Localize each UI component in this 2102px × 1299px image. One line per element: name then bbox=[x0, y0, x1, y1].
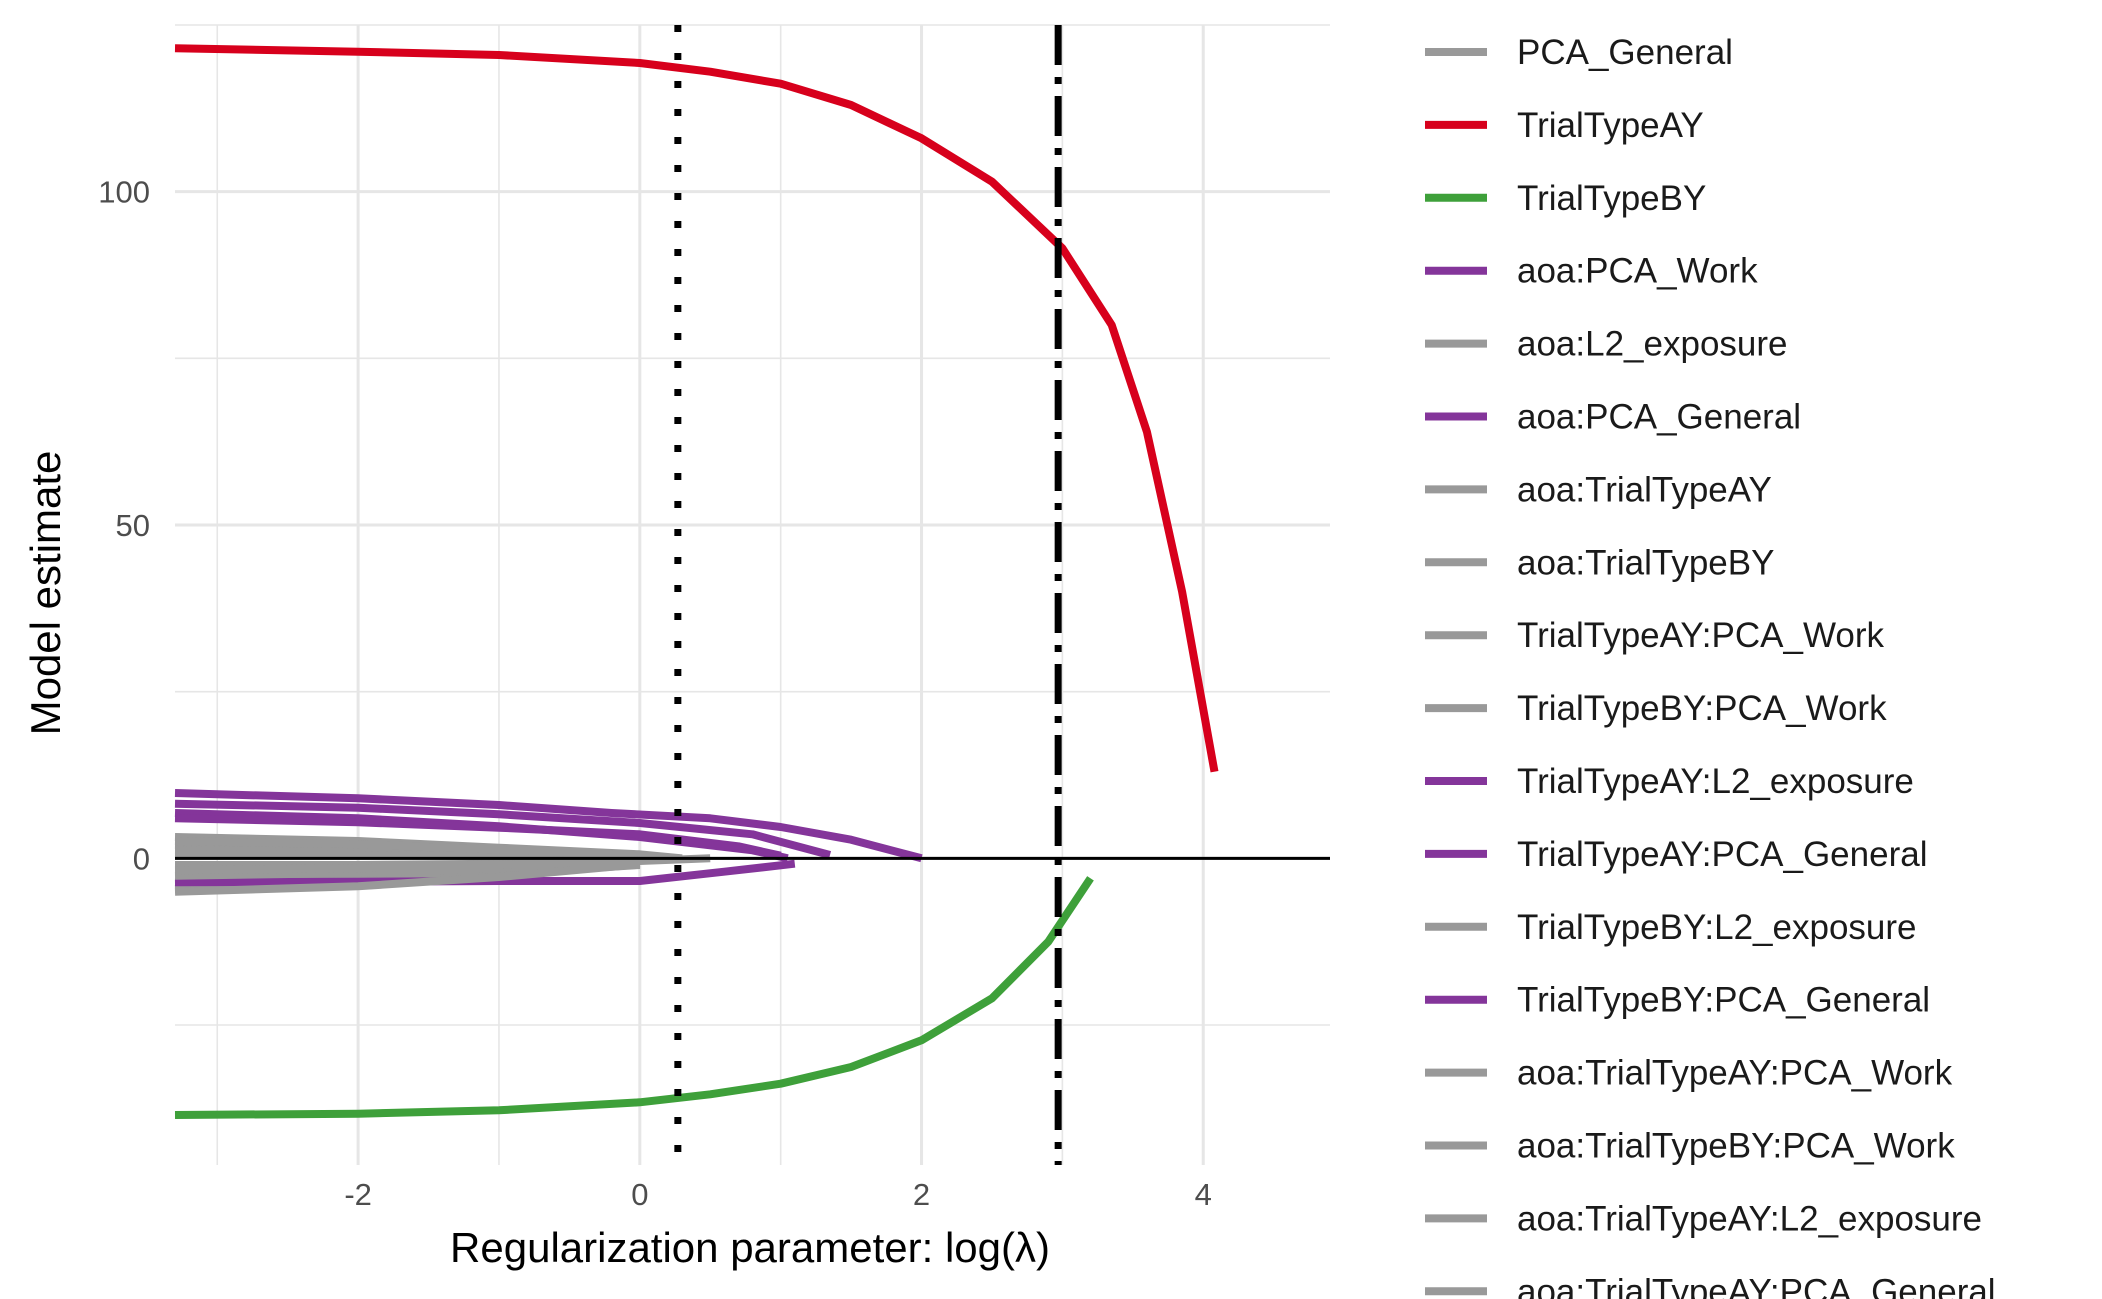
legend-label: TrialTypeBY:PCA_General bbox=[1517, 981, 1930, 1020]
legend-label: TrialTypeAY:PCA_Work bbox=[1517, 616, 1884, 655]
y-tick-label: 100 bbox=[98, 175, 150, 210]
legend-label: aoa:TrialTypeAY:PCA_Work bbox=[1517, 1054, 1953, 1093]
grid-lines bbox=[175, 24, 1330, 1165]
legend-label: TrialTypeBY:L2_exposure bbox=[1517, 908, 1917, 947]
legend-label: aoa:TrialTypeAY bbox=[1517, 470, 1772, 509]
legend-label: TrialTypeAY:L2_exposure bbox=[1517, 762, 1914, 801]
y-tick-label: 0 bbox=[133, 841, 150, 876]
y-axis-title: Model estimate bbox=[22, 451, 69, 736]
series-line bbox=[174, 860, 641, 896]
legend-label: aoa:PCA_Work bbox=[1517, 252, 1758, 291]
series-line bbox=[174, 814, 782, 860]
legend-label: aoa:TrialTypeAY:L2_exposure bbox=[1517, 1199, 1982, 1238]
legend: PCA_General TrialTypeAY TrialTypeBY aoa:PCA… bbox=[1425, 33, 1996, 1299]
x-tick-labels: -2 0 2 4 bbox=[344, 1177, 1212, 1212]
x-tick-label: 0 bbox=[631, 1177, 648, 1212]
legend-label: aoa:L2_exposure bbox=[1517, 325, 1788, 364]
series-line bbox=[174, 799, 832, 859]
legend-label: aoa:TrialTypeBY bbox=[1517, 543, 1774, 582]
x-tick-label: 2 bbox=[913, 1177, 930, 1212]
x-axis-title: Regularization parameter: log(λ) bbox=[450, 1224, 1050, 1271]
series-line bbox=[174, 859, 796, 887]
series-line bbox=[174, 856, 640, 875]
x-tick-label: 4 bbox=[1195, 1177, 1212, 1212]
y-tick-labels: 0 50 100 bbox=[98, 175, 150, 877]
series-line bbox=[174, 44, 1219, 773]
legend-label: aoa:PCA_General bbox=[1517, 398, 1801, 437]
legend-label: TrialTypeAY bbox=[1517, 106, 1704, 145]
x-tick-label: -2 bbox=[344, 1177, 372, 1212]
legend-label: aoa:TrialTypeAY:PCA_General bbox=[1517, 1272, 1996, 1299]
series-line bbox=[174, 837, 640, 860]
legend-label: TrialTypeBY bbox=[1517, 179, 1706, 218]
y-tick-label: 50 bbox=[116, 508, 150, 543]
legend-label: aoa:TrialTypeBY:PCA_Work bbox=[1517, 1127, 1955, 1166]
legend-label: TrialTypeAY:PCA_General bbox=[1517, 835, 1927, 874]
legend-label: PCA_General bbox=[1517, 33, 1733, 72]
legend-label: TrialTypeBY:PCA_Work bbox=[1517, 689, 1887, 728]
series-line bbox=[174, 789, 923, 863]
series-lines bbox=[174, 25, 1330, 1165]
series-line bbox=[174, 876, 1094, 1119]
